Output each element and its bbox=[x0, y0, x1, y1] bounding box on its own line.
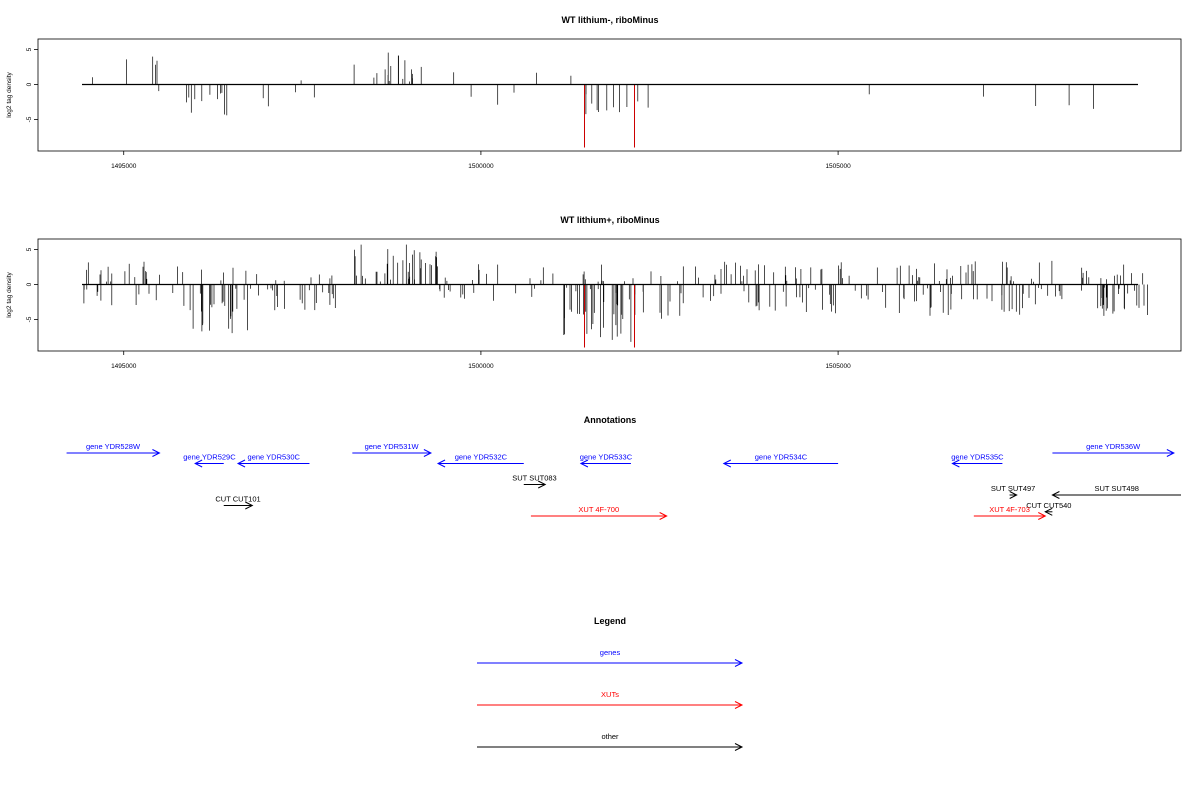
annotation-list: gene YDR528W gene YDR529C gene YDR530C gene… bbox=[66, 442, 1181, 520]
arrow-head-icon bbox=[194, 459, 203, 468]
annotation-label: SUT SUT498 bbox=[1094, 484, 1138, 493]
legend-label: genes bbox=[600, 648, 621, 657]
annotation-label: gene YDR533C bbox=[580, 453, 633, 462]
x-tick-label: 1500000 bbox=[468, 163, 494, 170]
track-panel-lithium-plus: WT lithium+, riboMinus 1495000 1500000 150… bbox=[6, 215, 1182, 370]
annotation-label: XUT 4F-703 bbox=[989, 505, 1030, 514]
legend-label: other bbox=[601, 732, 619, 741]
y-tick-label: 5 bbox=[26, 47, 33, 51]
x-tick-label: 1495000 bbox=[111, 363, 137, 370]
arrow-head-icon bbox=[659, 512, 668, 520]
annotation-feature: gene YDR529C bbox=[183, 453, 236, 468]
arrow-head-icon bbox=[423, 449, 433, 457]
arrow-head-icon bbox=[236, 459, 246, 468]
annotation-feature: gene YDR530C bbox=[236, 453, 310, 468]
annotation-label: gene YDR535C bbox=[951, 453, 1004, 462]
arrow-head-icon bbox=[436, 459, 446, 468]
annotation-label: SUT SUT497 bbox=[991, 484, 1035, 493]
annotation-label: gene YDR532C bbox=[455, 453, 508, 462]
annotation-label: gene YDR534C bbox=[755, 453, 808, 462]
bar-group bbox=[82, 52, 1138, 148]
panel-title: WT lithium+, riboMinus bbox=[560, 215, 659, 225]
y-axis-label: log2 tag density bbox=[6, 271, 13, 317]
annotation-label: SUT SUT083 bbox=[512, 474, 556, 483]
legend-entry: genes bbox=[477, 648, 744, 667]
annotation-feature: CUT CUT101 bbox=[215, 495, 261, 510]
arrow-head-icon bbox=[152, 449, 161, 457]
panel-title: WT lithium-, riboMinus bbox=[562, 15, 659, 25]
annotation-feature: SUT SUT083 bbox=[512, 474, 557, 489]
arrow-head-icon bbox=[734, 701, 744, 709]
y-axis-label: log2 tag density bbox=[6, 71, 13, 117]
arrow-head-icon bbox=[1051, 491, 1060, 499]
annotation-feature: CUT CUT540 bbox=[1026, 501, 1071, 516]
arrow-head-icon bbox=[579, 459, 589, 468]
annotation-feature: gene YDR533C bbox=[580, 453, 633, 468]
annotation-feature: SUT SUT497 bbox=[991, 484, 1035, 499]
annotation-feature: XUT 4F-700 bbox=[530, 505, 668, 520]
arrow-head-icon bbox=[1038, 512, 1047, 520]
legend-entry: XUTs bbox=[477, 690, 744, 709]
annotation-feature: gene YDR536W bbox=[1052, 442, 1175, 457]
x-tick-label: 1505000 bbox=[825, 163, 851, 170]
annotation-feature: gene YDR534C bbox=[722, 453, 839, 468]
annotation-feature: SUT SUT498 bbox=[1051, 484, 1181, 499]
x-tick-label: 1500000 bbox=[468, 363, 494, 370]
axis-ticks: 1495000 1500000 1505000 -5 0 5 bbox=[26, 47, 851, 170]
y-tick-label: 0 bbox=[26, 82, 33, 86]
arrow-head-icon bbox=[951, 459, 960, 468]
annotation-label: gene YDR530C bbox=[248, 453, 301, 462]
annotation-label: gene YDR531W bbox=[365, 442, 420, 451]
annotation-label: gene YDR529C bbox=[183, 453, 236, 462]
axis-ticks: 1495000 1500000 1505000 -5 0 5 bbox=[26, 247, 851, 370]
annotation-feature: gene YDR528W bbox=[66, 442, 161, 457]
x-tick-label: 1505000 bbox=[825, 363, 851, 370]
arrow-head-icon bbox=[537, 480, 547, 489]
annotation-label: gene YDR528W bbox=[86, 442, 141, 451]
arrow-head-icon bbox=[1009, 491, 1018, 499]
annotation-label: gene YDR536W bbox=[1086, 442, 1141, 451]
annotation-feature: gene YDR531W bbox=[352, 442, 433, 457]
plot-frame bbox=[37, 38, 1182, 152]
arrow-head-icon bbox=[245, 501, 254, 510]
arrow-head-icon bbox=[734, 743, 744, 751]
track-panel-lithium-minus: WT lithium-, riboMinus 1495000 1500000 150… bbox=[6, 15, 1182, 170]
legend-panel: Legend genes XUTs other bbox=[477, 616, 744, 751]
arrow-head-icon bbox=[1044, 507, 1053, 516]
x-tick-label: 1495000 bbox=[111, 163, 137, 170]
y-tick-label: 0 bbox=[26, 282, 33, 286]
annotation-feature: XUT 4F-703 bbox=[973, 505, 1047, 520]
arrow-head-icon bbox=[1166, 449, 1175, 457]
arrow-head-icon bbox=[734, 659, 744, 667]
annotation-label: CUT CUT101 bbox=[215, 495, 260, 504]
bar-group bbox=[82, 244, 1148, 348]
annotations-title: Annotations bbox=[584, 415, 637, 425]
annotation-feature: gene YDR535C bbox=[951, 453, 1004, 468]
legend-label: XUTs bbox=[601, 690, 619, 699]
annotation-feature: gene YDR532C bbox=[436, 453, 524, 468]
legend-entry: other bbox=[477, 732, 744, 751]
annotation-label: XUT 4F-700 bbox=[578, 505, 619, 514]
annotation-label: CUT CUT540 bbox=[1026, 501, 1071, 510]
y-tick-label: 5 bbox=[26, 247, 33, 251]
legend-list: genes XUTs other bbox=[477, 648, 744, 751]
plot-frame bbox=[37, 238, 1182, 352]
y-tick-label: -5 bbox=[26, 316, 33, 322]
legend-title: Legend bbox=[594, 616, 626, 626]
y-tick-label: -5 bbox=[26, 116, 33, 122]
arrow-head-icon bbox=[722, 459, 732, 468]
